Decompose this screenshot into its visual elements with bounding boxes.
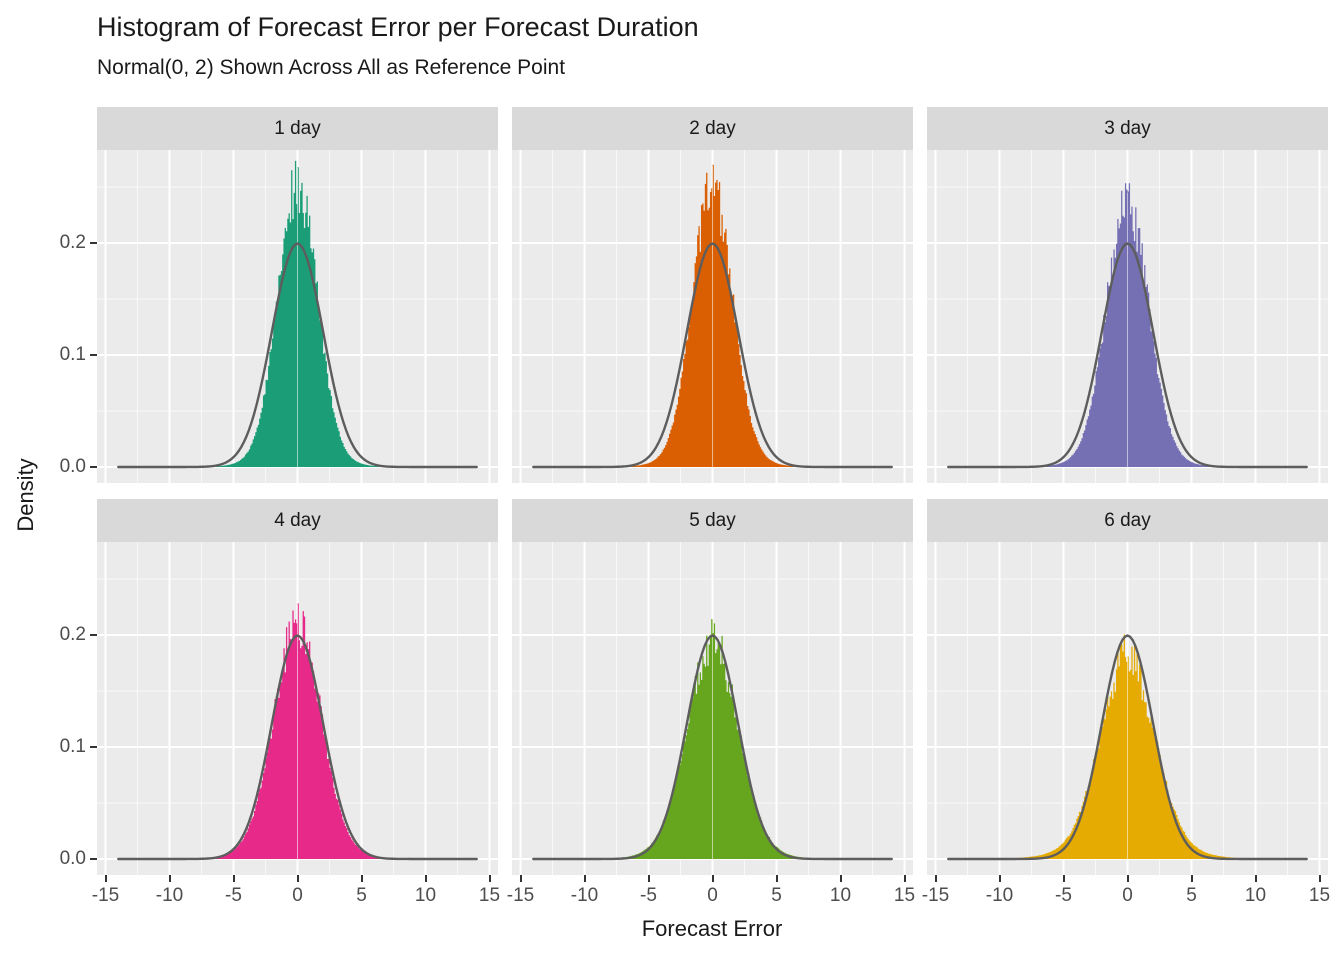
x-tick-label: 5: [1186, 885, 1197, 906]
x-tick-mark: [360, 875, 363, 882]
facet-strip: 4 day: [97, 499, 498, 542]
y-tick-label: 0.2: [59, 232, 86, 253]
x-tick-label: -10: [985, 885, 1014, 906]
histogram-plot: [512, 542, 913, 875]
facet-panel: [512, 150, 913, 483]
x-tick-mark: [839, 875, 842, 882]
x-tick-mark: [998, 875, 1001, 882]
facet-strip-label: 4 day: [274, 509, 321, 531]
facet-strip-label: 6 day: [1104, 509, 1151, 531]
x-tick-label: 0: [292, 885, 303, 906]
y-tick-label: 0.1: [59, 344, 86, 365]
facet-panel: [512, 542, 913, 875]
x-axis-title: Forecast Error: [641, 916, 783, 941]
facet-panel: [927, 542, 1328, 875]
plot-title: Histogram of Forecast Error per Forecast…: [97, 12, 699, 42]
y-tick-label: 0.2: [59, 624, 86, 645]
y-tick-mark: [90, 242, 97, 244]
facet-panel: [97, 542, 498, 875]
normal-reference-curve: [947, 242, 1308, 469]
x-tick-label: -10: [155, 885, 184, 906]
plot-subtitle: Normal(0, 2) Shown Across All as Referen…: [97, 56, 566, 79]
x-tick-label: 15: [893, 885, 916, 906]
x-tick-mark: [647, 875, 650, 882]
histogram-plot: [512, 150, 913, 483]
x-tick-mark: [1190, 875, 1193, 882]
normal-reference-curve: [117, 242, 478, 469]
y-tick-label: 0.1: [59, 736, 86, 757]
x-tick-label: -15: [921, 885, 950, 906]
x-tick-label: -5: [640, 885, 657, 906]
histogram-bars: [603, 619, 827, 859]
x-tick-mark: [1254, 875, 1257, 882]
x-tick-mark: [775, 875, 778, 882]
x-tick-label: 15: [478, 885, 501, 906]
x-tick-mark: [583, 875, 586, 882]
histogram-plot: [927, 150, 1328, 483]
x-tick-mark: [903, 875, 906, 882]
x-tick-mark: [424, 875, 427, 882]
normal-reference-curve: [947, 634, 1308, 861]
y-tick-mark: [90, 858, 97, 860]
facet-panel: [97, 150, 498, 483]
x-tick-label: -10: [570, 885, 599, 906]
x-tick-label: 15: [1308, 885, 1331, 906]
y-tick-label: 0.0: [59, 848, 86, 869]
x-tick-label: 10: [829, 885, 852, 906]
x-tick-mark: [519, 875, 522, 882]
histogram-plot: [97, 150, 498, 483]
histogram-bars: [604, 164, 804, 468]
normal-reference-curve: [532, 242, 893, 469]
x-tick-label: 10: [414, 885, 437, 906]
x-tick-label: -5: [225, 885, 242, 906]
histogram-plot: [927, 542, 1328, 875]
histogram-bars: [183, 603, 411, 859]
x-tick-label: -15: [506, 885, 535, 906]
x-tick-mark: [1062, 875, 1065, 882]
x-tick-mark: [934, 875, 937, 882]
x-tick-label: 0: [1122, 885, 1133, 906]
y-tick-mark: [90, 746, 97, 748]
x-tick-mark: [1318, 875, 1321, 882]
normal-reference-curve: [532, 634, 893, 861]
facet-strip-label: 3 day: [1104, 117, 1151, 139]
y-tick-mark: [90, 466, 97, 468]
x-tick-mark: [104, 875, 107, 882]
facet-panel: [927, 150, 1328, 483]
x-tick-mark: [711, 875, 714, 882]
facet-strip: 1 day: [97, 107, 498, 150]
x-tick-label: 10: [1244, 885, 1267, 906]
histogram-plot: [97, 542, 498, 875]
normal-reference-curve: [117, 634, 478, 861]
x-tick-mark: [488, 875, 491, 882]
x-tick-mark: [168, 875, 171, 882]
facet-strip-label: 1 day: [274, 117, 321, 139]
y-tick-mark: [90, 634, 97, 636]
x-tick-mark: [1126, 875, 1129, 882]
x-tick-label: -15: [91, 885, 120, 906]
x-tick-mark: [296, 875, 299, 882]
y-tick-mark: [90, 354, 97, 356]
facet-strip: 2 day: [512, 107, 913, 150]
x-tick-label: -5: [1055, 885, 1072, 906]
facet-strip: 3 day: [927, 107, 1328, 150]
y-tick-label: 0.0: [59, 456, 86, 477]
facet-strip: 6 day: [927, 499, 1328, 542]
facet-strip-label: 5 day: [689, 509, 736, 531]
facet-strip: 5 day: [512, 499, 913, 542]
x-tick-label: 0: [707, 885, 718, 906]
x-tick-label: 5: [356, 885, 367, 906]
x-tick-mark: [232, 875, 235, 882]
x-tick-label: 5: [771, 885, 782, 906]
y-axis-title: Density: [13, 458, 38, 532]
facet-strip-label: 2 day: [689, 117, 736, 139]
